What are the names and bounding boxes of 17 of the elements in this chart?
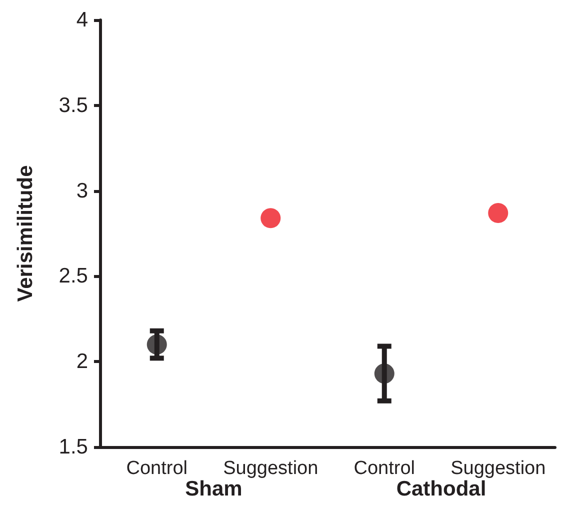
text: Sham: [185, 478, 242, 500]
y-tick-label: 3.5: [58, 94, 88, 117]
x-tick-label: Control: [354, 458, 415, 479]
point: [374, 364, 394, 384]
point: [260, 208, 281, 228]
y-tick-label: 3: [76, 179, 88, 202]
x-tick-label: Control: [126, 458, 188, 479]
y-tick-label: 1.5: [58, 436, 88, 458]
x-tick-label: Suggestion: [223, 458, 318, 479]
y-tick-label: 4: [76, 8, 88, 32]
text: Cathodal: [396, 478, 486, 500]
y-tick-label: 2.5: [58, 264, 88, 288]
y-axis-title: Verisimilitude: [14, 165, 37, 302]
point: [488, 203, 508, 223]
x-tick-label: Suggestion: [450, 458, 546, 479]
y-tick-label: 2: [76, 350, 88, 374]
point: [146, 334, 167, 355]
